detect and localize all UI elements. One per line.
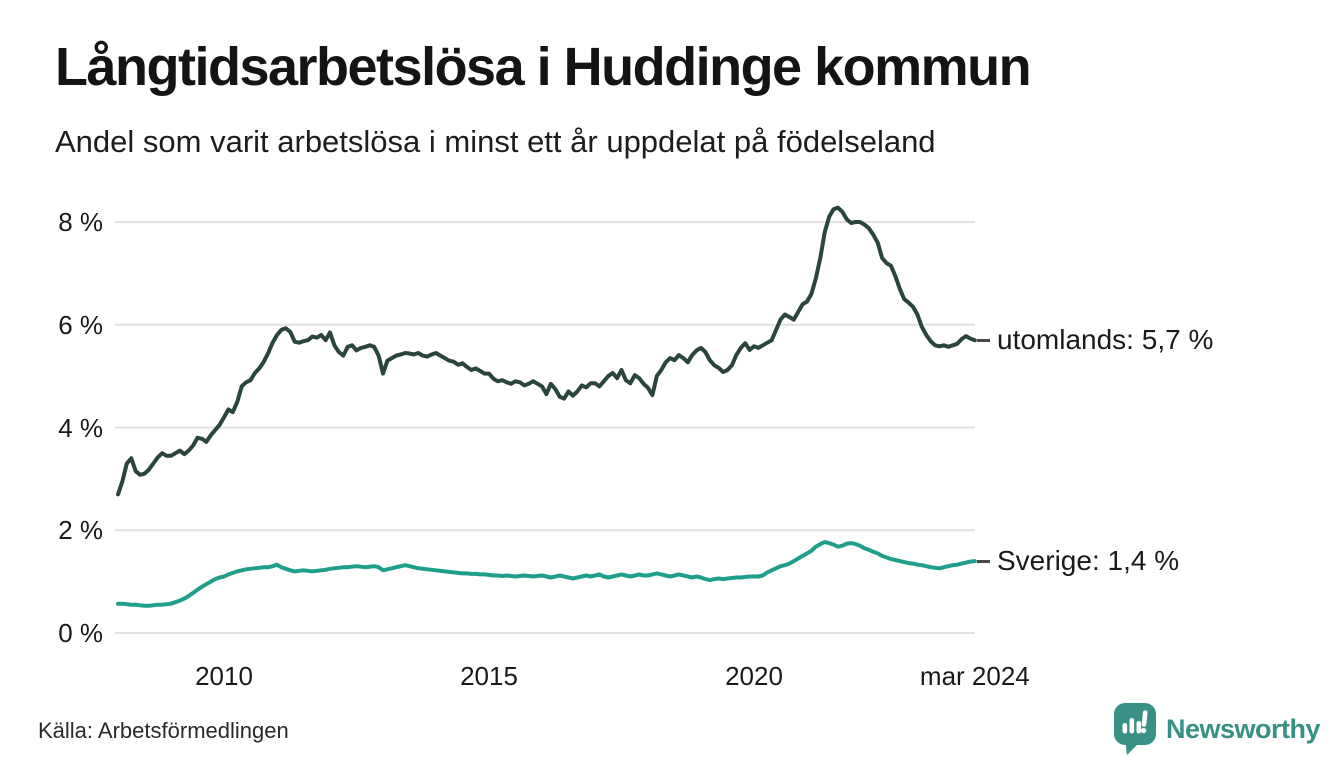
y-axis-tick-label: 6 %	[58, 309, 103, 340]
series-label-sverige-text: Sverige: 1,4 %	[997, 545, 1180, 577]
y-axis-tick-label: 8 %	[58, 207, 103, 237]
y-axis-tick-label: 2 %	[58, 515, 103, 546]
leader-dash-icon	[977, 338, 990, 342]
newsworthy-bubble-chart-icon	[1114, 703, 1156, 755]
page-title: Långtidsarbetslösa i Huddinge kommun	[55, 37, 1032, 97]
x-axis-tick-label: 2020	[725, 661, 783, 691]
source-note: Källa: Arbetsförmedlingen	[38, 718, 289, 743]
x-axis-tick-label: 2015	[460, 661, 518, 691]
series-label-sverige: Sverige: 1,4 %	[977, 544, 1179, 578]
series-line-Sverige	[116, 540, 977, 608]
x-axis-tick-label: mar 2024	[919, 661, 1030, 691]
x-axis-tick-label: 2010	[195, 661, 253, 691]
y-axis-tick-label: 0 %	[58, 618, 103, 648]
series-label-utomlands-text: utomlands: 5,7 %	[997, 324, 1214, 356]
y-axis-tick-label: 4 %	[58, 412, 103, 443]
chart-subtitle: Andel som varit arbetslösa i minst ett å…	[55, 124, 936, 159]
series-label-utomlands: utomlands: 5,7 %	[977, 323, 1213, 357]
leader-dash-icon	[977, 559, 990, 563]
series-line-utomlands	[116, 205, 977, 497]
newsworthy-logo: Newsworthy	[1113, 702, 1321, 756]
newsworthy-wordmark: Newsworthy	[1166, 714, 1321, 744]
